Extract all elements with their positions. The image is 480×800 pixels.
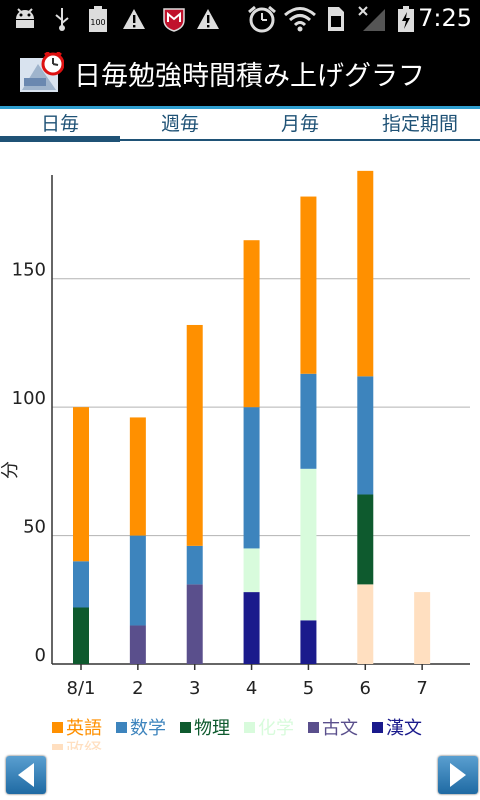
status-bar: 100 7:25	[0, 0, 480, 38]
x-tick-label: 6	[360, 678, 371, 699]
y-tick-label: 150	[12, 260, 46, 281]
tab-weekly[interactable]: 週毎	[160, 113, 199, 135]
x-tick-label: 7	[416, 678, 427, 699]
x-tick-label: 2	[132, 678, 143, 699]
legend-label: 古文	[322, 718, 358, 739]
status-clock: 7:25	[418, 4, 472, 32]
legend-swatch	[180, 722, 191, 733]
bar-segment	[300, 468, 317, 621]
y-tick-label: 0	[35, 645, 46, 666]
bar-segment	[414, 592, 431, 664]
legend-swatch	[52, 744, 63, 750]
tab-monthly[interactable]: 月毎	[280, 113, 319, 135]
alarm-clock-icon	[246, 5, 278, 33]
legend-label: 英語	[66, 718, 102, 739]
bar-segment	[357, 584, 374, 664]
battery-charging-icon	[394, 6, 418, 32]
tab-selection-indicator	[0, 136, 120, 142]
arrow-right-icon	[450, 763, 466, 787]
bar-segment	[73, 561, 89, 608]
signal-icon	[356, 6, 388, 32]
x-tick-label: 8/1	[67, 678, 96, 699]
tab-daily[interactable]: 日毎	[40, 113, 79, 135]
legend-label: 数学	[130, 718, 166, 739]
bar-segment	[186, 545, 203, 585]
y-axis-label: 分	[0, 461, 21, 479]
bar-segment	[73, 607, 89, 664]
bar-segment	[300, 373, 317, 469]
period-tabs: 日毎 週毎 月毎 指定期間	[0, 109, 480, 143]
bar-segment	[357, 170, 374, 377]
usb-icon	[50, 6, 74, 32]
study-time-stacked-bar-chart: 0 50 100 150 分 8/1 2 3 4 5 6 7 英語 数学 物理 化学 古文 漢文政経	[0, 170, 470, 750]
x-tick-label: 3	[189, 678, 200, 699]
bar-segment	[243, 240, 260, 408]
y-tick-label: 50	[23, 517, 46, 538]
bar-segment	[243, 592, 260, 664]
tabs-divider	[0, 139, 480, 141]
warning-icon	[194, 6, 222, 32]
warning-icon	[120, 6, 148, 32]
bar-segment	[243, 407, 260, 549]
legend-swatch	[244, 722, 255, 733]
y-tick-label: 100	[12, 388, 46, 409]
legend-label: 漢文	[386, 718, 422, 739]
bar-segment	[186, 324, 203, 546]
previous-period-button[interactable]	[6, 756, 46, 794]
tab-custom-range[interactable]: 指定期間	[381, 113, 458, 135]
app-title: 日毎勉強時間積み上げグラフ	[74, 61, 425, 92]
legend-label: 化学	[258, 718, 294, 739]
legend-swatch	[308, 722, 319, 733]
bar-segment	[73, 407, 89, 562]
legend-swatch	[52, 722, 63, 733]
legend-swatch	[116, 722, 127, 733]
mcafee-icon	[160, 6, 188, 32]
bar-segment	[186, 584, 203, 664]
battery-percent-label: 100	[90, 18, 105, 27]
battery-100-icon: 100	[86, 6, 110, 32]
bar-segment	[357, 494, 374, 585]
legend-label: 政経	[66, 740, 102, 750]
bar-segment	[129, 625, 146, 664]
bar-segment	[243, 548, 260, 593]
next-period-button[interactable]	[438, 756, 478, 794]
arrow-left-icon	[18, 763, 34, 787]
sim-icon	[324, 6, 348, 32]
bar-segment	[300, 620, 317, 664]
bar-segment	[129, 417, 146, 536]
bar-segment	[357, 376, 374, 495]
bar-segment	[129, 535, 146, 626]
android-debug-icon	[10, 6, 40, 32]
bar-segment	[300, 196, 317, 374]
legend-label: 物理	[194, 718, 230, 739]
app-title-bar: 日毎勉強時間積み上げグラフ	[0, 38, 480, 109]
wifi-icon	[282, 6, 318, 32]
x-tick-label: 4	[246, 678, 257, 699]
app-logo-icon	[18, 50, 65, 94]
legend-swatch	[372, 722, 383, 733]
x-tick-label: 5	[303, 678, 314, 699]
